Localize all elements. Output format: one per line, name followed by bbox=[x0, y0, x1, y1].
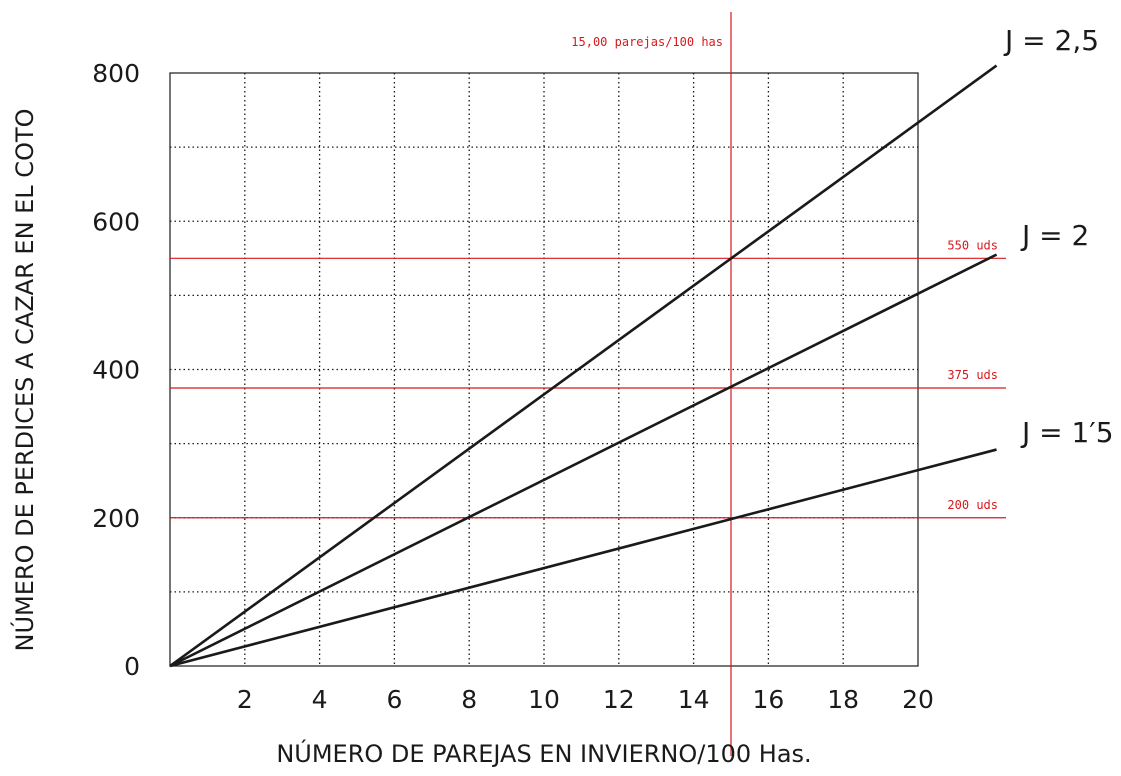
x-tick-label: 12 bbox=[603, 685, 635, 714]
x-tick-label: 6 bbox=[386, 685, 402, 714]
x-tick-label: 20 bbox=[902, 685, 934, 714]
y-tick-label: 600 bbox=[92, 207, 140, 236]
series-line bbox=[169, 64, 998, 668]
x-tick-labels: 2 4 6 8 10 12 14 16 18 20 bbox=[237, 685, 934, 714]
x-tick-label: 14 bbox=[678, 685, 710, 714]
y-axis-title: NÚMERO DE PERDICES A CAZAR EN EL COTO bbox=[9, 108, 39, 651]
x-tick-label: 4 bbox=[312, 685, 328, 714]
x-tick-label: 16 bbox=[752, 685, 784, 714]
x-tick-label: 8 bbox=[461, 685, 477, 714]
reference-label-x: 15,00 parejas/100 has bbox=[571, 35, 723, 49]
series-line bbox=[169, 253, 998, 668]
x-tick-label: 18 bbox=[827, 685, 859, 714]
series-label: J = 2,5 bbox=[1003, 24, 1099, 57]
reference-label-y: 375 uds bbox=[947, 368, 998, 382]
x-tick-label: 2 bbox=[237, 685, 253, 714]
y-tick-label: 0 bbox=[124, 652, 140, 681]
series-line bbox=[169, 448, 997, 668]
y-tick-label: 800 bbox=[92, 59, 140, 88]
x-axis-title: NÚMERO DE PAREJAS EN INVIERNO/100 Has. bbox=[276, 738, 811, 768]
grid bbox=[170, 73, 918, 666]
y-tick-label: 200 bbox=[92, 504, 140, 533]
plot-frame bbox=[169, 72, 919, 667]
series-label: J = 2 bbox=[1020, 219, 1089, 252]
series-lines bbox=[169, 64, 998, 668]
series-label: J = 1′5 bbox=[1020, 416, 1114, 449]
series-labels: J = 2,5 J = 2 J = 1′5 bbox=[1003, 24, 1114, 449]
reference-label-y: 550 uds bbox=[947, 238, 998, 252]
reference-label-y: 200 uds bbox=[947, 498, 998, 512]
x-tick-label: 10 bbox=[528, 685, 560, 714]
y-tick-label: 400 bbox=[92, 356, 140, 385]
y-tick-labels: 0 200 400 600 800 bbox=[92, 59, 140, 681]
reference-lines: 15,00 parejas/100 has 550 uds 375 uds 200 u… bbox=[170, 12, 1006, 756]
